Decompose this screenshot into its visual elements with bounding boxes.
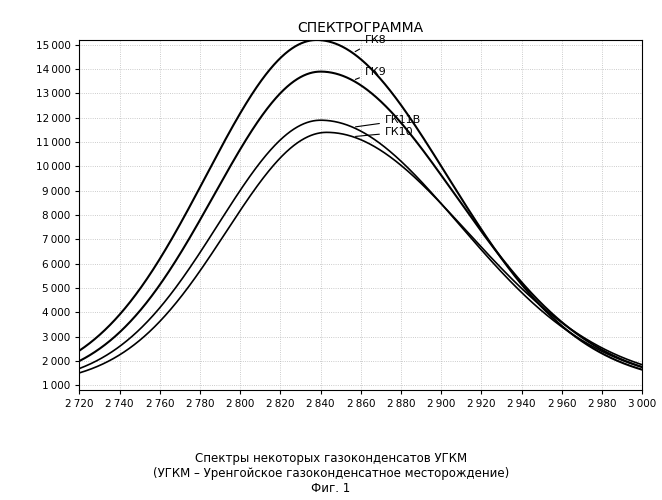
Text: ГК11В: ГК11В [355,115,421,127]
Text: ГК10: ГК10 [355,128,414,138]
Title: СПЕКТРОГРАММА: СПЕКТРОГРАММА [298,20,424,34]
Text: ГК8: ГК8 [355,35,387,51]
Text: ГК9: ГК9 [355,66,387,80]
Text: Спектры некоторых газоконденсатов УГКМ
(УГКМ – Уренгойское газоконденсатное мест: Спектры некоторых газоконденсатов УГКМ (… [153,452,509,495]
